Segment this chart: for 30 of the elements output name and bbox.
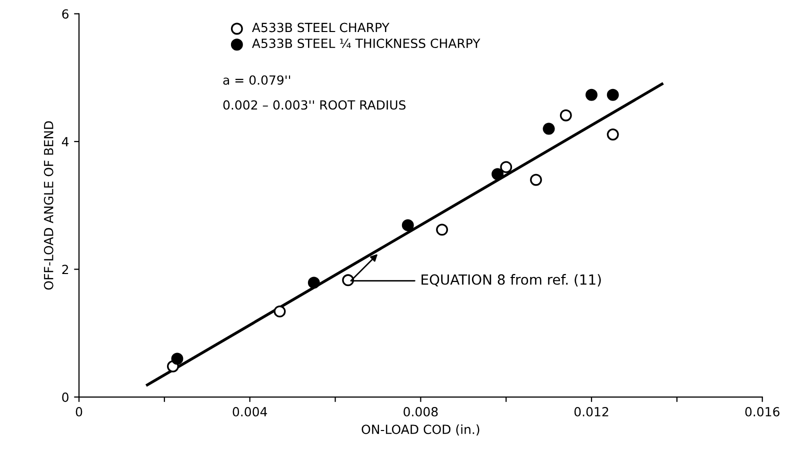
point [530, 174, 542, 186]
annotation: 0.002 – 0.003'' ROOT RADIUS [223, 100, 406, 110]
x-tick-label: 0.004 [232, 406, 268, 416]
x-tick-label: 0 [76, 406, 82, 416]
x-tick-label: 0.016 [745, 406, 780, 416]
point [274, 305, 286, 318]
y-tick-label: 6 [62, 9, 68, 19]
y-axis-title: OFF-LOAD ANGLE OF BEND [44, 121, 54, 290]
x-axis-title: ON-LOAD COD (in.) [362, 424, 480, 436]
annotation: a = 0.079'' [223, 75, 290, 85]
y-tick-label: 0 [62, 392, 68, 402]
point [560, 109, 572, 122]
point [171, 352, 184, 365]
point [342, 274, 354, 286]
point [542, 122, 555, 135]
point [402, 219, 414, 232]
point [606, 88, 619, 101]
legend-label: A533B STEEL ¼ THICKNESS CHARPY [252, 38, 480, 48]
legend-label: A533B STEEL CHARPY [252, 22, 390, 32]
x-tick-label: 0.012 [574, 406, 608, 416]
y-tick-label: 2 [62, 264, 68, 274]
point [586, 88, 598, 101]
point [308, 276, 320, 289]
point [492, 168, 504, 180]
annotation: EQUATION 8 from ref. (11) [422, 274, 601, 286]
x-tick-label: 0.008 [404, 406, 438, 416]
point [436, 224, 448, 236]
point [606, 128, 619, 140]
y-tick-label: 4 [62, 137, 69, 146]
point [500, 161, 512, 174]
